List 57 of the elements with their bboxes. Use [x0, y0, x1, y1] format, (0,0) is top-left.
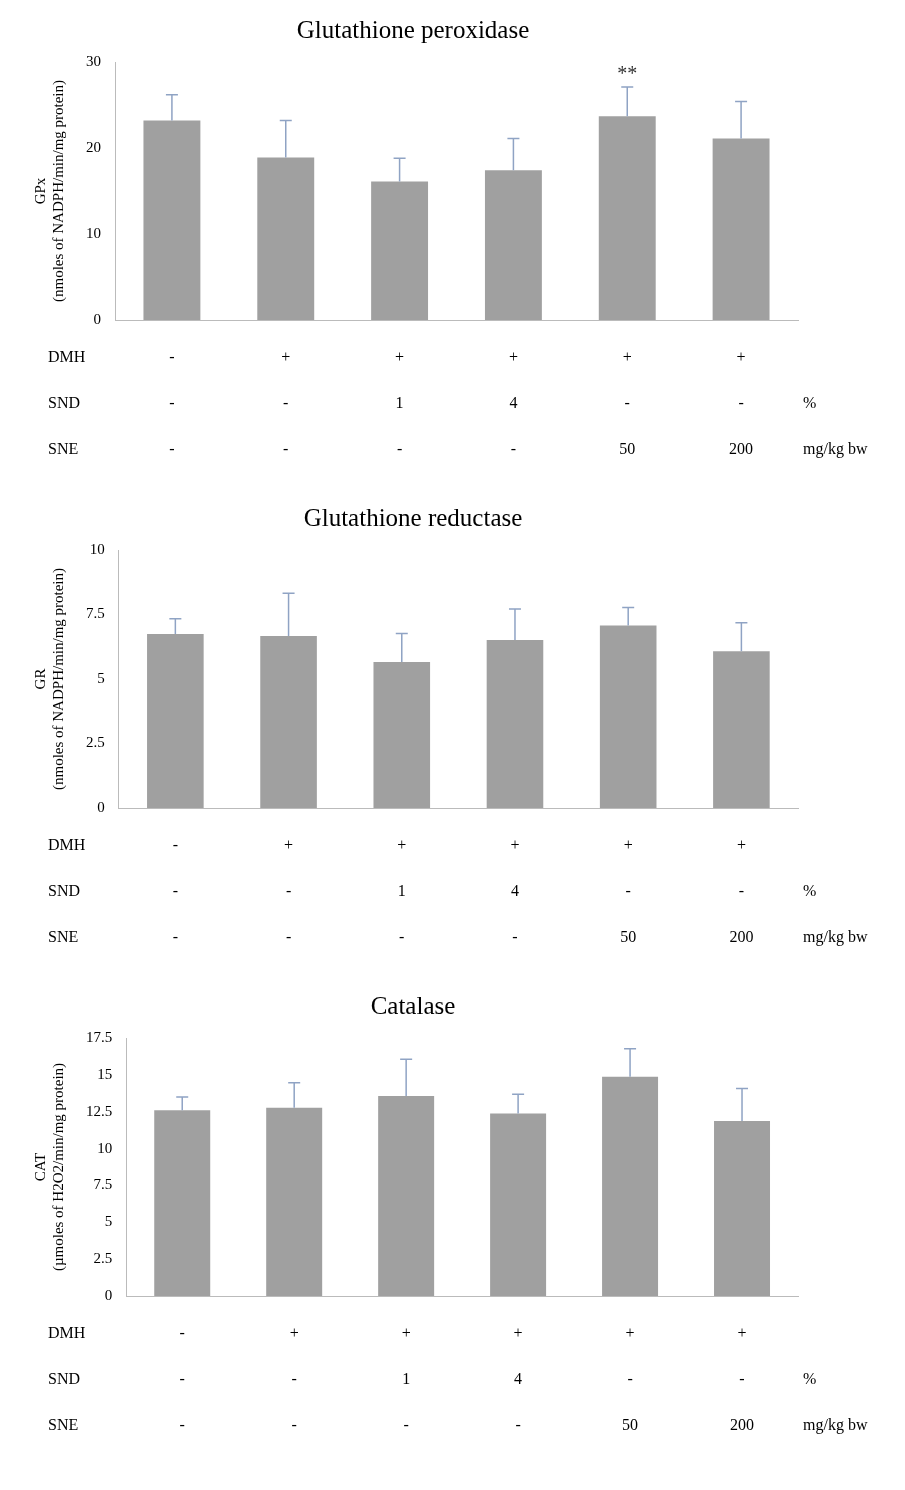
y-tick-label: 0	[104, 1286, 113, 1303]
y-axis-title: GR (nmoles of NADPH/min/mg protein)	[31, 567, 67, 791]
text: %	[803, 882, 817, 900]
y-tick-label: 17.5	[86, 1028, 113, 1045]
category-label: + 4 -	[508, 348, 518, 458]
text: SND	[48, 394, 81, 412]
y-tick-label: 2.5	[86, 734, 105, 751]
annotation: **	[617, 62, 638, 85]
y-axis-title: GPx (nmoles of NADPH/min/mg protein)	[31, 79, 67, 303]
category-label: + - 50	[619, 348, 636, 458]
text: SND	[48, 882, 81, 900]
text: %	[803, 1370, 817, 1388]
category-label: + - 200	[729, 348, 754, 458]
text: SNE	[48, 1416, 79, 1434]
category-label: + 1 -	[401, 1324, 411, 1434]
text: DMH	[48, 836, 86, 854]
text: %	[803, 394, 817, 412]
y-axis-title: CAT (µmoles of H2O2/min/mg protein)	[31, 1062, 67, 1272]
category-label: + - 200	[729, 836, 754, 946]
y-tick-label: 20	[86, 138, 101, 155]
text: SNE	[48, 440, 79, 458]
y-tick-label: 7.5	[86, 605, 105, 622]
y-tick-label: 10	[86, 224, 101, 241]
y-tick-label: 0	[97, 798, 105, 815]
category-label: + - -	[284, 836, 294, 946]
y-tick-label: 5	[97, 669, 105, 686]
y-tick-label: 15	[97, 1065, 113, 1082]
text: mg/kg bw	[803, 928, 868, 947]
chart-title: Glutathione reductase	[303, 503, 523, 531]
y-tick-label: 5	[104, 1213, 113, 1230]
chart-title: Catalase	[370, 991, 456, 1019]
category-label: + 4 -	[513, 1324, 523, 1434]
category-label: + 1 -	[397, 836, 407, 946]
category-label: + - 50	[622, 1324, 639, 1434]
category-label: + - 50	[620, 836, 637, 946]
text: DMH	[48, 1324, 86, 1342]
y-tick-label: 10	[89, 540, 105, 557]
category-label: + - -	[289, 1324, 299, 1434]
y-tick-label: 0	[93, 310, 101, 327]
text: mg/kg bw	[803, 1416, 868, 1435]
y-tick-label: 10	[97, 1139, 113, 1156]
category-label: - - -	[172, 836, 179, 946]
category-label: + 4 -	[510, 836, 520, 946]
y-tick-label: 12.5	[86, 1102, 113, 1119]
text: SND	[48, 1370, 81, 1388]
y-tick-label: 30	[86, 52, 101, 69]
text: SNE	[48, 928, 79, 946]
category-label: + - -	[281, 348, 291, 458]
category-label: - - -	[179, 1324, 185, 1434]
chart-title: Glutathione peroxidase	[296, 15, 530, 43]
text: mg/kg bw	[803, 440, 868, 459]
y-tick-label: 7.5	[93, 1176, 113, 1193]
text: DMH	[48, 348, 86, 366]
category-label: + 1 -	[395, 348, 405, 458]
category-label: + - 200	[730, 1324, 755, 1434]
category-label: - - -	[169, 348, 175, 458]
y-tick-label: 2.5	[93, 1250, 113, 1267]
